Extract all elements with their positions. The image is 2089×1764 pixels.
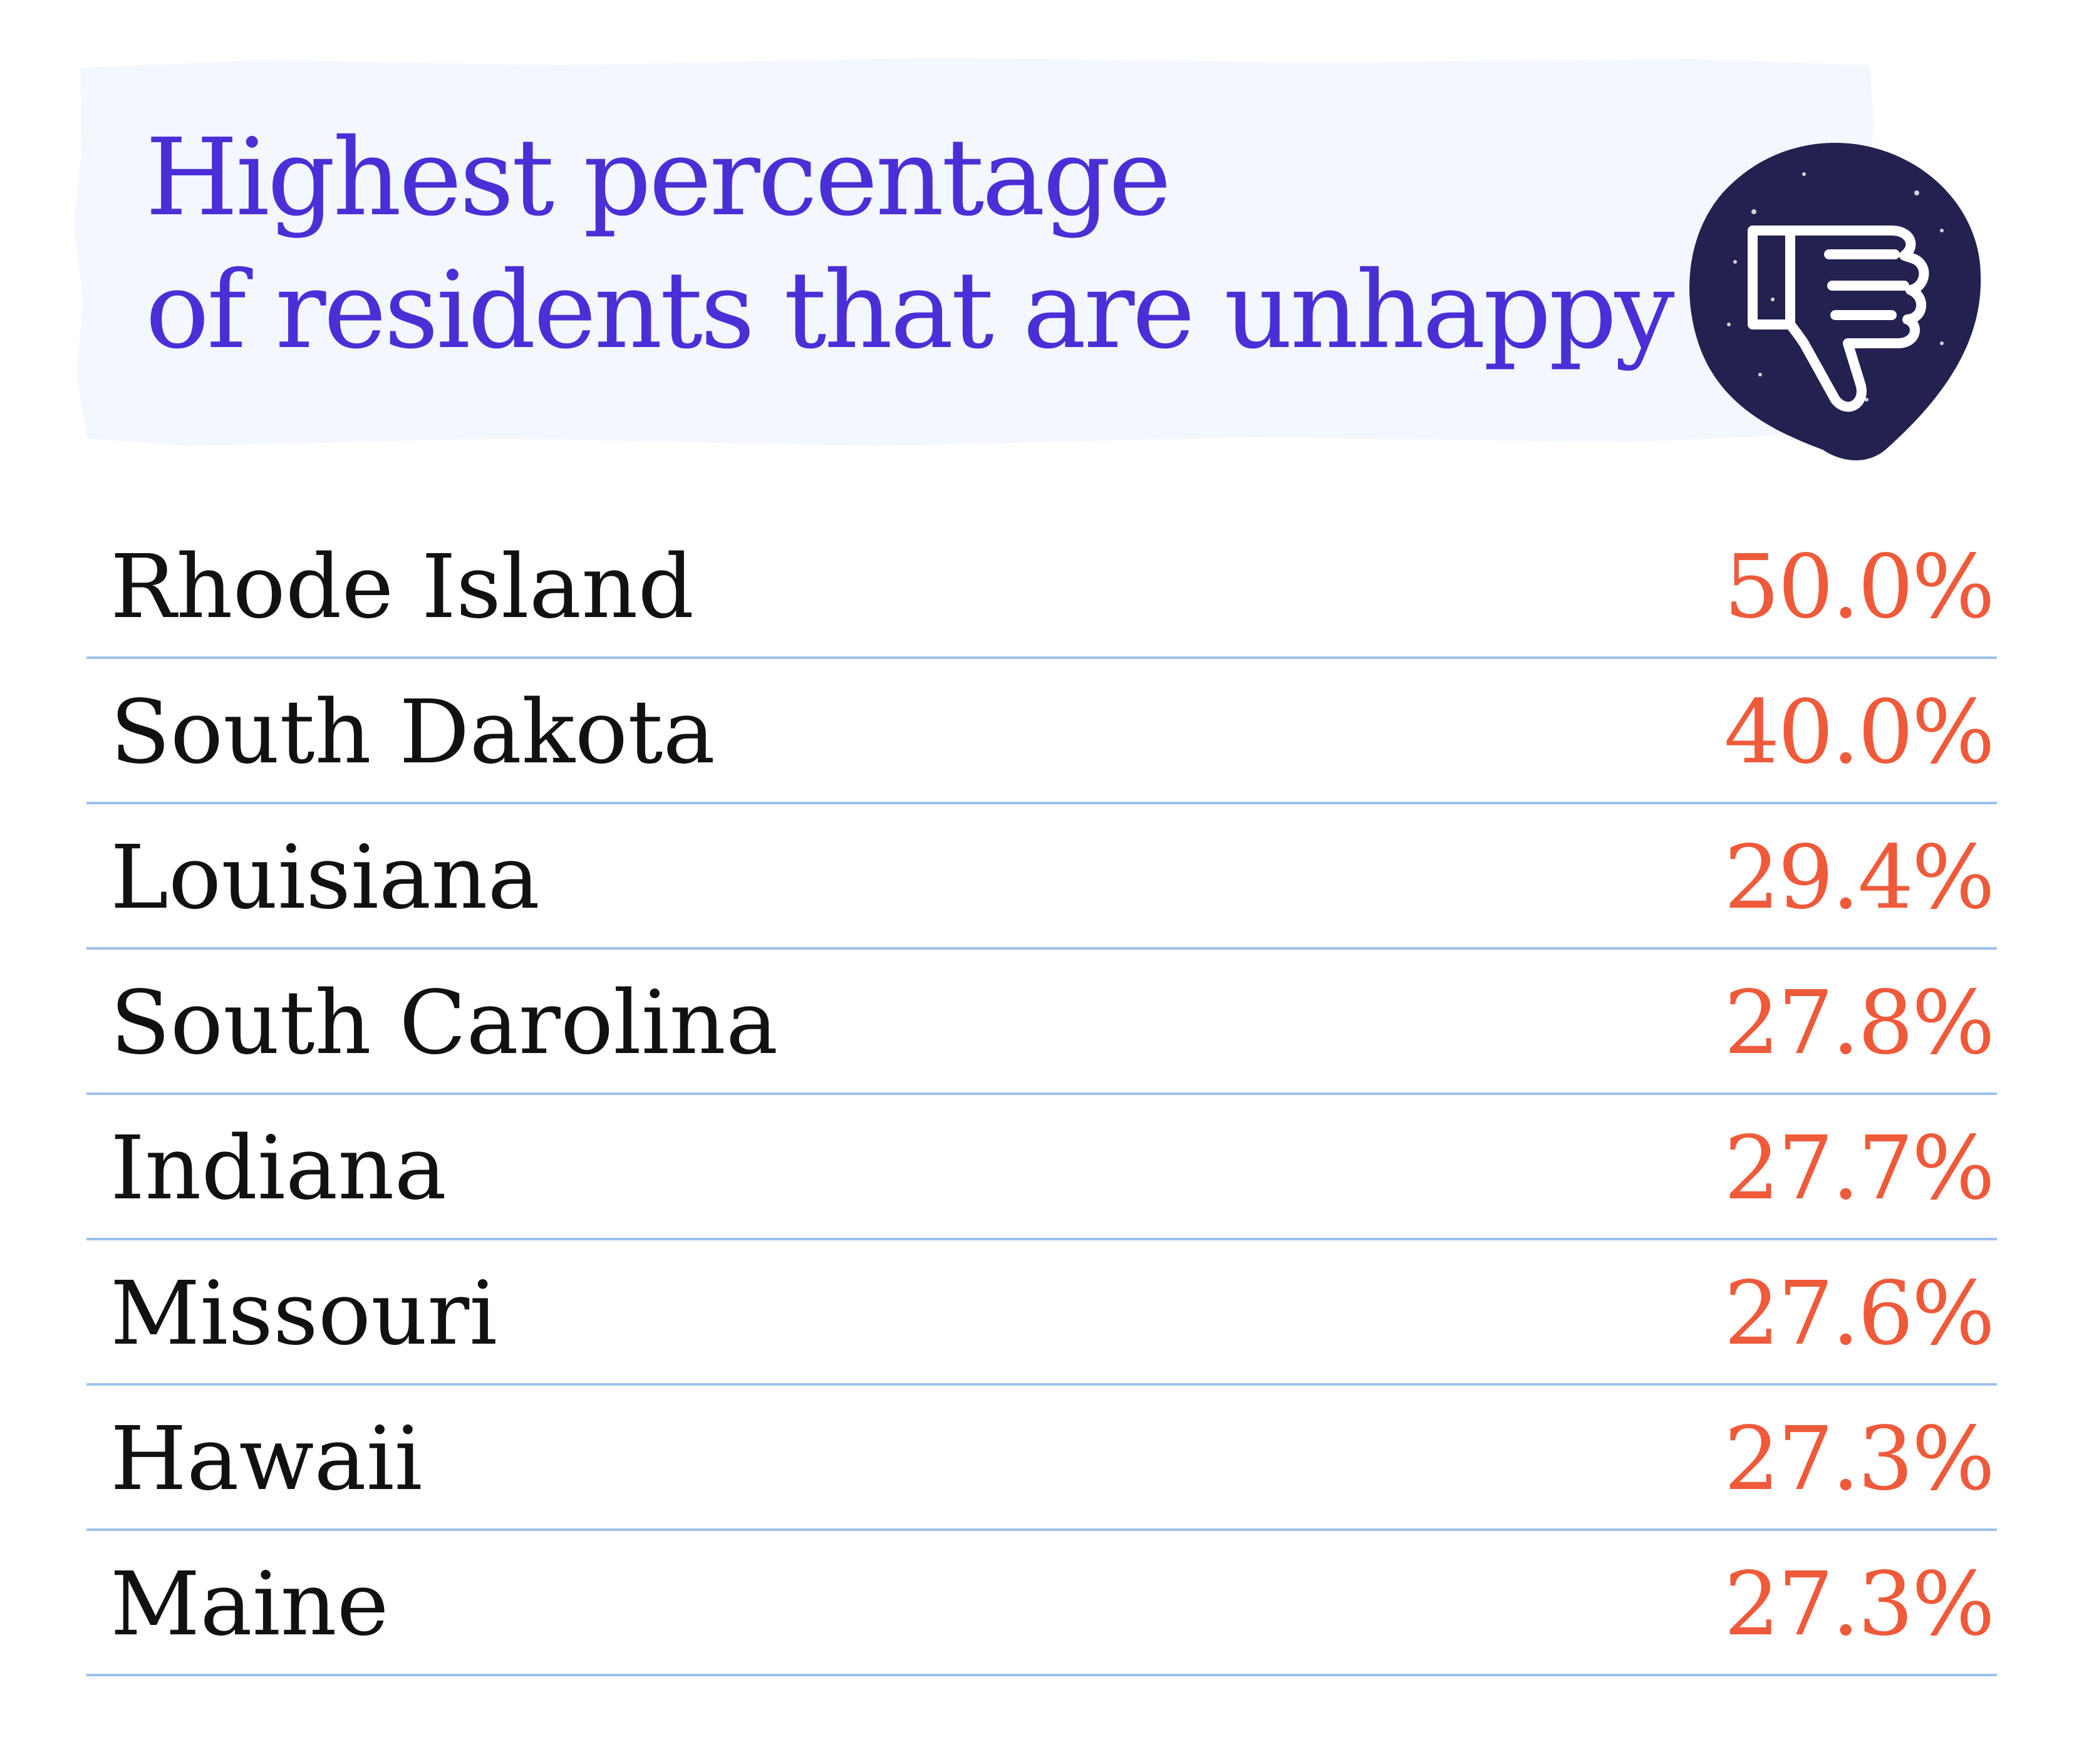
state-label: Louisiana [110,827,540,929]
state-label: Rhode Island [110,536,695,638]
title-background [74,58,1874,446]
percentage-value: 50.0% [1724,536,1995,638]
percentage-value: 27.8% [1724,972,1995,1074]
table-row: South Dakota 40.0% [86,659,1997,804]
thumbs-down-icon [1689,143,1981,460]
percentage-value: 27.6% [1724,1263,1995,1365]
table-row: Louisiana 29.4% [86,804,1997,950]
state-label: Indiana [110,1118,447,1220]
table-row: Missouri 27.6% [86,1240,1997,1386]
chart-title-line-2: of residents that are unhappy [145,249,1675,373]
chart-title-line-1: Highest percentage [145,116,1171,240]
state-label: Maine [110,1554,389,1656]
state-label: Hawaii [110,1408,423,1510]
table-row: Hawaii 27.3% [86,1386,1997,1531]
state-label: Missouri [110,1263,497,1365]
percentage-value: 27.3% [1724,1408,1995,1510]
table-row: Maine 27.3% [86,1531,1997,1676]
table-row: Rhode Island 50.0% [86,514,1997,659]
table-row: South Carolina 27.8% [86,950,1997,1095]
state-label: South Dakota [110,682,715,784]
percentage-value: 29.4% [1724,827,1995,929]
percentage-value: 27.7% [1724,1118,1995,1220]
table-row: Indiana 27.7% [86,1095,1997,1240]
state-label: South Carolina [110,972,779,1074]
chart-title: Highest percentage of residents that are… [145,112,1675,377]
unhappy-residents-table: Rhode Island 50.0% South Dakota 40.0% Louisi… [86,514,1997,1676]
percentage-value: 40.0% [1724,682,1995,784]
percentage-value: 27.3% [1724,1554,1995,1656]
